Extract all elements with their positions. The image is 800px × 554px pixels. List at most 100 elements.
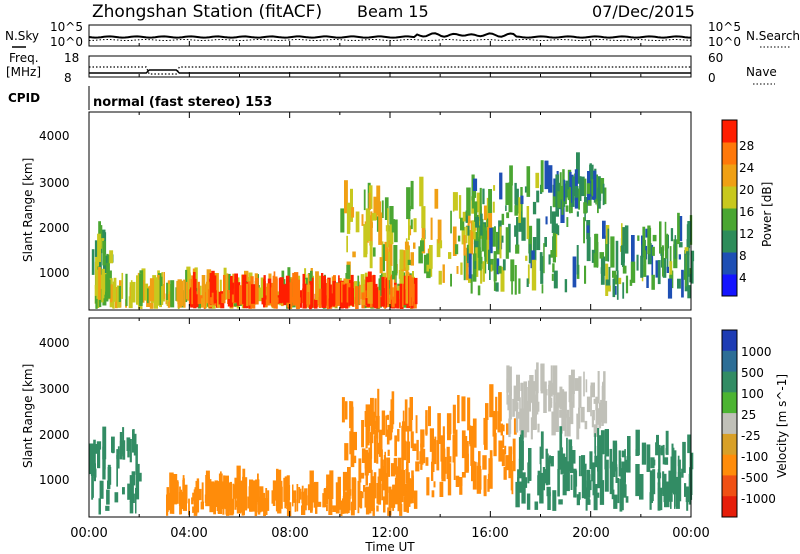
echo-cell	[518, 437, 522, 460]
echo-cell	[488, 189, 492, 213]
echo-cell	[407, 259, 411, 265]
echo-cell	[434, 436, 437, 465]
echo-cell	[476, 192, 482, 213]
echo-cell	[521, 382, 524, 412]
echo-cell	[374, 287, 378, 309]
echo-cell	[412, 475, 414, 499]
echo-cell	[410, 180, 414, 210]
echo-cell	[404, 399, 408, 432]
echo-cell	[540, 454, 542, 477]
echo-cell	[636, 254, 639, 271]
echo-cell	[479, 469, 482, 490]
echo-cell	[625, 275, 629, 294]
echo-cell	[591, 416, 594, 428]
echo-cell	[493, 432, 497, 457]
echo-cell	[375, 415, 380, 433]
echo-cell	[463, 235, 466, 256]
x-axis-label: Time UT	[364, 540, 415, 554]
echo-cell	[589, 451, 593, 470]
echo-cell	[380, 297, 385, 307]
echo-cell	[366, 500, 370, 510]
echo-cell	[548, 384, 552, 412]
echo-cell	[555, 392, 560, 408]
echo-cell	[495, 396, 498, 430]
echo-cell	[247, 281, 252, 303]
echo-cell	[530, 250, 535, 269]
echo-cell	[480, 213, 483, 236]
echo-cell	[411, 289, 414, 306]
echo-cell	[690, 466, 693, 495]
echo-cell	[678, 242, 683, 248]
noise-left-tick-bottom: 10^0	[50, 35, 83, 49]
echo-cell	[398, 270, 402, 279]
echo-cell	[489, 264, 493, 272]
echo-cell	[433, 481, 436, 488]
echo-cell	[366, 282, 371, 304]
echo-cell	[166, 487, 170, 500]
echo-cell	[586, 237, 591, 262]
power-cbar-tick-20: 20	[739, 183, 754, 197]
echo-cell	[478, 225, 481, 258]
echo-cell	[641, 442, 647, 465]
echo-cell	[536, 190, 540, 203]
echo-cell	[586, 499, 591, 505]
echo-cell	[468, 253, 472, 279]
echo-cell	[593, 398, 597, 404]
echo-cell	[526, 166, 531, 197]
echo-cell	[511, 271, 513, 295]
echo-cell	[125, 273, 128, 306]
cpid-panel: CPID normal (fast stereo) 153	[8, 86, 272, 110]
echo-cell	[567, 417, 571, 437]
echo-cell	[597, 463, 601, 470]
echo-cell	[224, 492, 229, 510]
echo-cell	[97, 233, 101, 262]
echo-cell	[580, 406, 585, 423]
echo-cell	[365, 414, 370, 444]
echo-cell	[219, 293, 224, 303]
echo-cell	[566, 409, 570, 418]
noise-right-tick-bottom: 10^0	[708, 35, 741, 49]
echo-cell	[297, 297, 301, 304]
echo-cell	[135, 487, 137, 514]
echo-cell	[317, 501, 322, 507]
echo-cell	[227, 298, 231, 307]
echo-cell	[581, 455, 586, 472]
velocity-ytick-2000: 2000	[39, 428, 70, 442]
echo-cell	[116, 449, 120, 459]
echo-cell	[139, 273, 143, 306]
echo-cell	[186, 271, 190, 299]
echo-cell	[309, 302, 312, 308]
echo-cell	[388, 486, 392, 516]
velocity-cbar-tick-500: 500	[741, 366, 764, 380]
echo-cell	[283, 284, 287, 305]
echo-cell	[521, 217, 526, 241]
echo-cell	[669, 261, 673, 275]
echo-cell	[332, 505, 337, 512]
echo-cell	[565, 205, 569, 212]
echo-cell	[474, 241, 479, 248]
echo-cell	[674, 235, 677, 259]
echo-cell	[384, 451, 386, 477]
echo-cell	[465, 226, 468, 244]
echo-cell	[236, 465, 241, 499]
echo-cell	[454, 192, 458, 211]
echo-cell	[593, 484, 598, 511]
freq-tick-bottom: 8	[64, 71, 72, 85]
velocity-cbar-tick-neg25: -25	[741, 429, 761, 443]
echo-cell	[346, 235, 348, 253]
echo-cell	[600, 267, 604, 274]
echo-cell	[358, 458, 362, 483]
echo-cell	[613, 449, 616, 476]
echo-cell	[657, 472, 662, 479]
echo-cell	[343, 482, 346, 504]
echo-cell	[446, 413, 452, 435]
echo-cell	[170, 280, 175, 308]
echo-cell	[385, 225, 389, 232]
echo-cell	[352, 478, 357, 510]
echo-cell	[452, 226, 457, 256]
power-ytick-3000: 3000	[39, 176, 70, 190]
echo-cell	[620, 238, 623, 266]
echo-cell	[585, 487, 588, 511]
echo-cell	[351, 207, 355, 218]
echo-cell	[545, 216, 548, 225]
